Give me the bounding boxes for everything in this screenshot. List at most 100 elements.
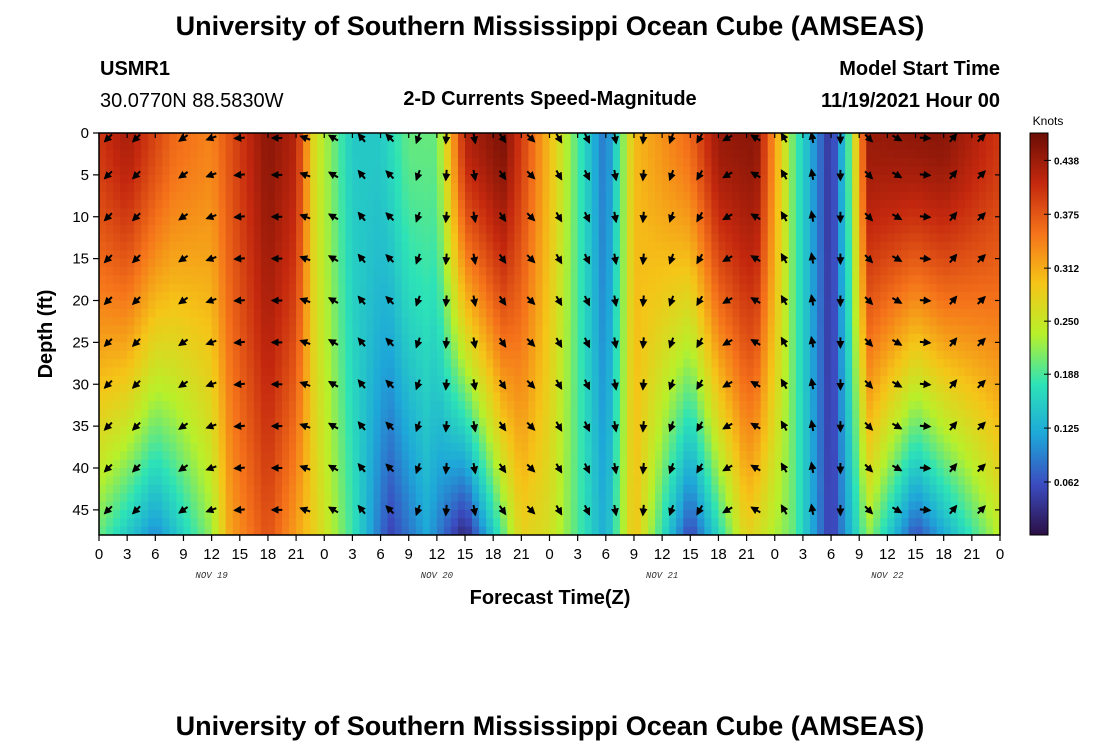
heatmap-cell [760, 233, 769, 243]
heatmap-cell [113, 225, 121, 235]
heatmap-cell [655, 359, 663, 369]
heatmap-cell [239, 476, 248, 486]
heatmap-cell [415, 141, 424, 151]
heatmap-cell [605, 225, 614, 235]
heatmap-cell [450, 367, 459, 377]
heatmap-cell [690, 401, 698, 410]
heatmap-cell [450, 300, 459, 310]
heatmap-cell [155, 493, 163, 503]
heatmap-cell [204, 493, 213, 503]
heatmap-cell [612, 208, 621, 218]
heatmap-cell [282, 384, 290, 394]
heatmap-cell [211, 518, 220, 528]
heatmap-cell [225, 200, 234, 209]
heatmap-cell [282, 409, 290, 419]
heatmap-cell [260, 484, 269, 494]
heatmap-cell [296, 191, 304, 201]
heatmap-cell [619, 275, 628, 285]
heatmap-cell [788, 275, 797, 285]
heatmap-cell [535, 250, 544, 260]
heatmap-cell [155, 459, 163, 469]
heatmap-cell [711, 300, 720, 310]
heatmap-cell [204, 149, 213, 159]
heatmap-cell [310, 308, 318, 318]
heatmap-cell [605, 384, 614, 394]
heatmap-cell [472, 325, 480, 335]
heatmap-cell [655, 308, 663, 318]
heatmap-cell [824, 208, 832, 218]
heatmap-cell [352, 275, 361, 285]
heatmap-cell [676, 426, 684, 436]
heatmap-cell [535, 241, 544, 251]
heatmap-cell [760, 367, 769, 377]
heatmap-cell [373, 417, 382, 427]
heatmap-cell [479, 200, 487, 209]
heatmap-cell [802, 325, 811, 335]
heatmap-cell [549, 174, 558, 184]
heatmap-cell [204, 267, 213, 276]
heatmap-cell [690, 183, 698, 193]
heatmap-cell [324, 350, 332, 360]
heatmap-cell [141, 468, 149, 477]
heatmap-cell [289, 342, 297, 352]
heatmap-cell [324, 434, 332, 444]
heatmap-cell [450, 149, 459, 159]
heatmap-cell [169, 183, 178, 193]
heatmap-cell [387, 426, 396, 436]
heatmap-cell [113, 518, 121, 528]
heatmap-cell [500, 476, 508, 486]
heatmap-cell [514, 258, 522, 268]
heatmap-cell [619, 166, 628, 176]
heatmap-cell [155, 149, 163, 159]
heatmap-cell [542, 459, 551, 469]
heatmap-cell [239, 350, 248, 360]
heatmap-cell [753, 375, 762, 385]
heatmap-cell [253, 283, 262, 293]
heatmap-cell [662, 300, 670, 310]
heatmap-cell [711, 359, 720, 369]
heatmap-cell [317, 300, 325, 310]
heatmap-cell [479, 384, 487, 394]
heatmap-cell [380, 216, 389, 226]
heatmap-cell [260, 158, 269, 168]
heatmap-cell [443, 526, 452, 535]
heatmap-cell [394, 166, 403, 176]
heatmap-cell [394, 241, 403, 251]
heatmap-cell [816, 367, 825, 377]
heatmap-cell [274, 149, 283, 159]
heatmap-cell [816, 241, 825, 251]
heatmap-cell [141, 317, 149, 327]
heatmap-cell [542, 392, 551, 402]
heatmap-cell [246, 267, 255, 276]
heatmap-cell [450, 183, 459, 193]
heatmap-cell [641, 275, 649, 285]
heatmap-cell [169, 241, 178, 251]
heatmap-cell [739, 174, 748, 184]
heatmap-cell [746, 401, 755, 410]
heatmap-cell [401, 225, 410, 235]
heatmap-cell [711, 241, 720, 251]
heatmap-cell [274, 308, 283, 318]
heatmap-cell [345, 141, 354, 151]
heatmap-cell [718, 442, 727, 452]
heatmap-cell [507, 334, 515, 343]
heatmap-cell [633, 359, 642, 369]
heatmap-cell [711, 133, 720, 142]
heatmap-cell [120, 149, 128, 159]
heatmap-cell [626, 509, 635, 519]
heatmap-cell [591, 426, 600, 436]
heatmap-cell [507, 141, 515, 151]
heatmap-cell [690, 133, 698, 142]
heatmap-cell [598, 241, 607, 251]
heatmap-cell [760, 216, 769, 226]
heatmap-cell [113, 317, 121, 327]
heatmap-cell [183, 392, 192, 402]
heatmap-cell [816, 325, 825, 335]
heatmap-cell [352, 518, 361, 528]
heatmap-cell [683, 292, 691, 302]
heatmap-cell [457, 509, 466, 519]
heatmap-cell [556, 409, 565, 419]
heatmap-cell [577, 359, 586, 369]
heatmap-cell [401, 526, 410, 535]
heatmap-cell [331, 267, 339, 276]
